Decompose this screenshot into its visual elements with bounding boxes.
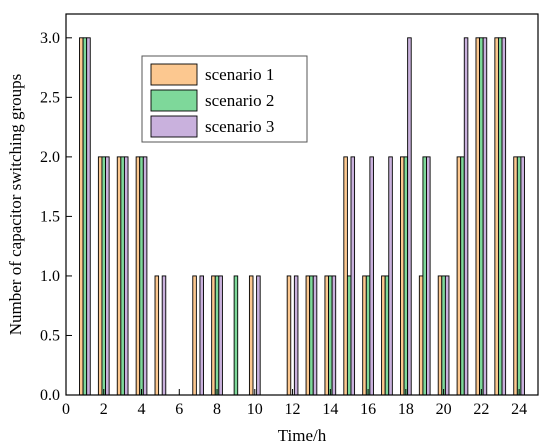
bar-scenario-1-h19 [418, 275, 424, 396]
bar-scenario-1-h22 [475, 37, 481, 396]
tick-layer: 0 2 4 6 8 10 12 14 16 18 20 22 240.00.51.01.52.02.53… [40, 30, 527, 418]
bar-scenario-3-h22 [482, 37, 488, 396]
bar-scenario-2-h3 [120, 156, 125, 396]
x-tick-label: 24 [511, 401, 527, 418]
bar-scenario-1-h13 [305, 275, 311, 396]
bar-scenario-1-h20 [437, 275, 443, 396]
bar-scenario-3-h16 [369, 156, 374, 396]
x-tick-label: 18 [398, 401, 414, 418]
bar-scenario-3-h4 [142, 156, 148, 396]
x-tick-label: 6 [175, 401, 183, 418]
bar-scenario-1-h2 [97, 156, 103, 396]
y-tick-label: 1.5 [40, 208, 60, 225]
bar-scenario-3-h2 [105, 156, 110, 396]
legend-label: scenario 2 [205, 91, 274, 110]
y-axis-label: Number of capacitor switching groups [6, 74, 25, 336]
bar-scenario-2-h15 [346, 275, 352, 396]
bar-scenario-3-h12 [293, 275, 299, 396]
bar-scenario-2-h17 [384, 275, 390, 396]
bar-scenario-1-h7 [192, 275, 197, 396]
bar-scenario-1-h23 [494, 37, 499, 396]
bar-scenario-3-h8 [218, 275, 223, 396]
bar-scenario-2-h13 [309, 275, 314, 396]
x-tick-label: 16 [360, 401, 376, 418]
x-tick-label: 14 [322, 401, 338, 418]
bar-scenario-3-h17 [388, 156, 393, 396]
bar-scenario-1-h15 [343, 156, 348, 396]
bar-scenario-1-h14 [324, 275, 329, 396]
plot-frame [65, 13, 539, 396]
y-tick-label: 2.0 [40, 149, 60, 166]
bar-scenario-2-h16 [365, 275, 371, 396]
x-tick-label: 4 [138, 401, 146, 418]
bars-layer [79, 37, 525, 396]
bar-scenario-3-h19 [426, 156, 431, 396]
bar-scenario-3-h18 [407, 37, 412, 396]
bar-scenario-1-h4 [135, 156, 141, 396]
x-tick-label: 12 [285, 401, 301, 418]
bar-scenario-3-h21 [463, 37, 469, 396]
bar-scenario-3-h3 [123, 156, 129, 396]
bar-scenario-3-h23 [501, 37, 507, 396]
bar-scenario-3-h15 [350, 156, 356, 396]
bar-scenario-3-h13 [312, 275, 318, 396]
bar-scenario-2-h20 [441, 275, 446, 396]
bar-scenario-3-h20 [444, 275, 450, 396]
bar-scenario-1-h17 [381, 275, 386, 396]
bar-scenario-2-h14 [328, 275, 333, 396]
bar-scenario-3-h1 [86, 37, 91, 396]
y-tick-label: 0.0 [40, 387, 60, 404]
bar-scenario-1-h12 [286, 275, 292, 396]
y-tick-label: 3.0 [40, 30, 60, 47]
x-tick-label: 22 [473, 401, 489, 418]
y-tick-label: 1.0 [40, 268, 60, 285]
bar-scenario-2-h24 [516, 156, 522, 396]
bar-scenario-2-h23 [497, 37, 503, 396]
legend-label: scenario 1 [205, 65, 274, 84]
x-tick-label: 8 [213, 401, 221, 418]
legend-swatch [150, 115, 198, 138]
bar-scenario-2-h8 [214, 275, 220, 396]
bar-scenario-1-h24 [513, 156, 518, 396]
legend-label: scenario 3 [205, 117, 274, 136]
x-tick-label: 0 [62, 401, 70, 418]
bar-scenario-1-h21 [456, 156, 462, 396]
bar-scenario-1-h16 [362, 275, 367, 396]
bar-scenario-1-h3 [116, 156, 122, 396]
bar-scenario-1-h10 [248, 275, 254, 396]
bar-scenario-3-h24 [520, 156, 525, 396]
bar-scenario-2-h1 [82, 37, 88, 396]
x-axis-label: Time/h [278, 426, 327, 445]
bar-scenario-3-h7 [199, 275, 204, 396]
bar-scenario-1-h5 [154, 275, 160, 396]
y-tick-label: 2.5 [40, 89, 60, 106]
x-tick-label: 10 [247, 401, 263, 418]
bar-scenario-2-h21 [460, 156, 465, 396]
bar-scenario-3-h10 [256, 275, 261, 396]
bar-scenario-3-h5 [161, 275, 167, 396]
legend: scenario 1 scenario 2 scenario 3 [141, 55, 308, 143]
bar-scenario-1-h18 [400, 156, 405, 396]
bar-scenario-2-h4 [139, 156, 144, 396]
legend-swatch [150, 63, 198, 86]
bar-scenario-1-h8 [211, 275, 216, 396]
bar-scenario-2-h9 [233, 275, 239, 396]
y-tick-label: 0.5 [40, 327, 60, 344]
x-tick-label: 20 [436, 401, 452, 418]
legend-swatch [150, 89, 198, 112]
bar-scenario-2-h19 [422, 156, 427, 396]
bar-scenario-1-h1 [79, 37, 84, 396]
bar-scenario-2-h2 [101, 156, 107, 396]
bar-scenario-3-h14 [331, 275, 337, 396]
bar-scenario-2-h18 [403, 156, 409, 396]
x-tick-label: 2 [100, 401, 108, 418]
bar-scenario-2-h22 [479, 37, 484, 396]
